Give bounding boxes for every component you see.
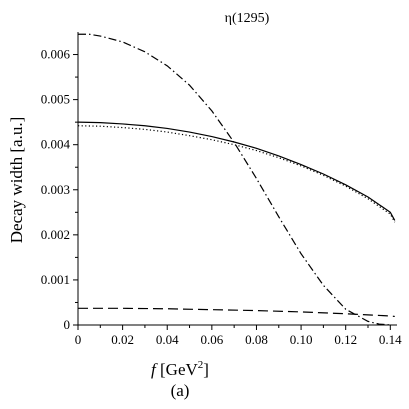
figure-caption: (a): [171, 381, 190, 400]
y-axis-title: Decay width [a.u.]: [7, 117, 26, 244]
x-axis-title-exponent: 2: [198, 359, 204, 371]
y-axis: 0 0.001 0.002 0.003 0.004 0.005 0.006: [41, 32, 79, 332]
y-tick-label: 0.005: [41, 92, 70, 107]
x-axis-title-variable: f: [151, 360, 158, 379]
x-tick-label: 0: [75, 332, 82, 347]
x-axis-title: f [GeV2]: [151, 359, 209, 379]
y-tick-label: 0.003: [41, 182, 70, 197]
y-tick-label: 0.001: [41, 272, 70, 287]
chart-title: η(1295): [225, 11, 270, 26]
series-line-dotted: [77, 125, 396, 223]
series-line-solid: [77, 121, 396, 221]
x-tick-label: 0.14: [379, 332, 402, 347]
x-tick-label: 0.12: [334, 332, 357, 347]
x-axis-title-close: ]: [203, 360, 209, 379]
x-tick-label: 0.08: [245, 332, 268, 347]
y-tick-label: 0.004: [41, 137, 71, 152]
plot-area: [77, 33, 396, 326]
series-line-dashdot: [78, 33, 391, 326]
x-axis: 0 0.02 0.04 0.06 0.08 0.10 0.12 0.14: [75, 324, 402, 347]
y-tick-label: 0.006: [41, 47, 71, 62]
y-tick-label: 0: [64, 317, 71, 332]
y-tick-label: 0.002: [41, 227, 70, 242]
x-tick-label: 0.10: [290, 332, 313, 347]
x-tick-label: 0.02: [111, 332, 134, 347]
x-tick-label: 0.04: [156, 332, 179, 347]
x-tick-label: 0.06: [200, 332, 223, 347]
x-axis-title-unit: [GeV: [160, 360, 198, 379]
series-line-dashed: [78, 307, 395, 318]
